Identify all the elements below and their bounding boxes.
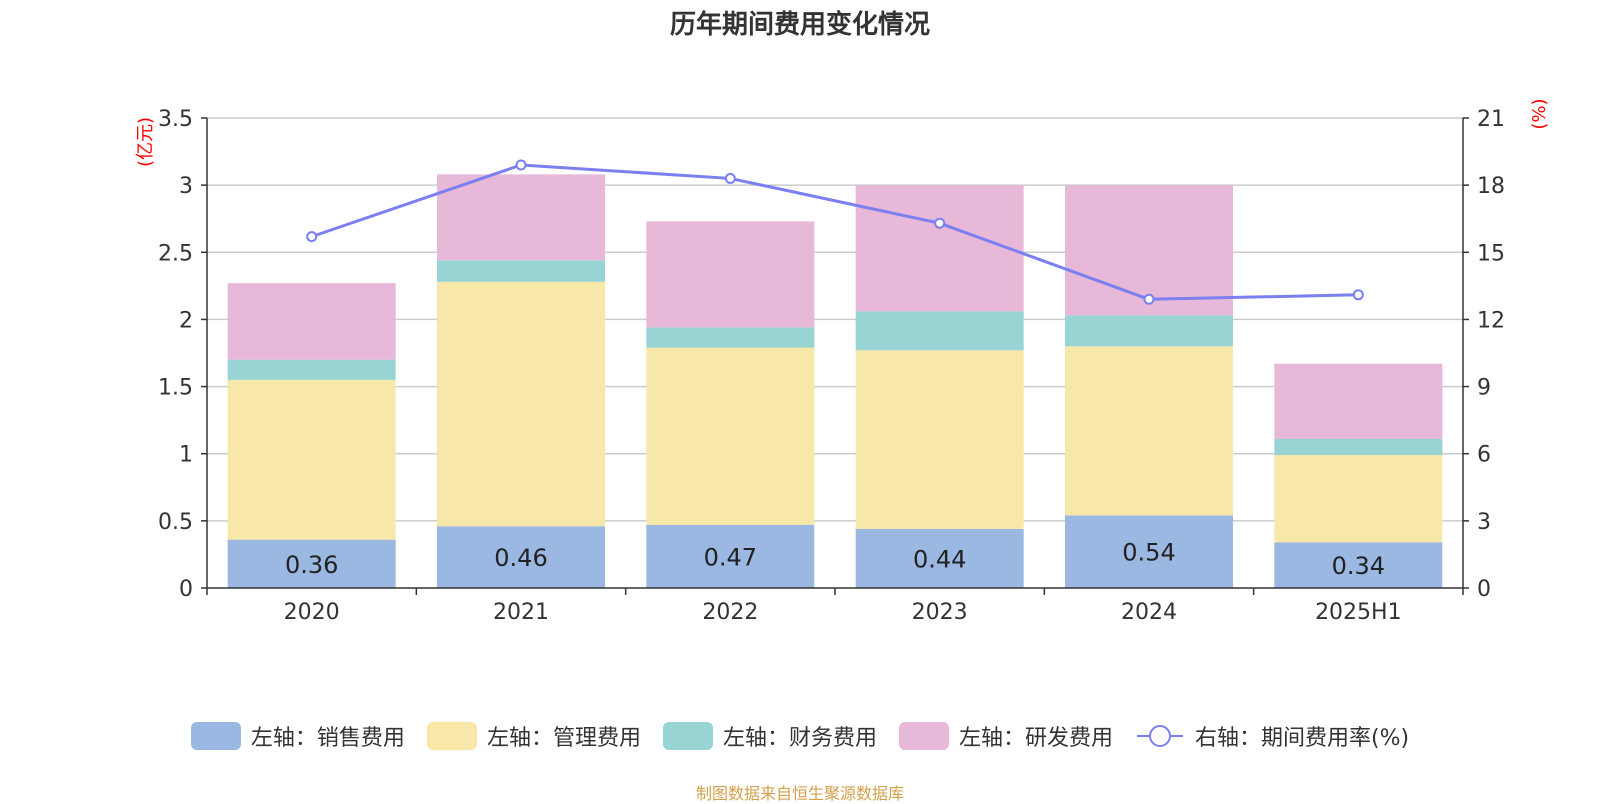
rate-line-path [311,163,1359,301]
bar-segment [227,539,396,588]
right-axis-unit-label: (%) [1529,98,1550,129]
legend-item[interactable]: 左轴：财务费用 [662,720,877,752]
bar-segment [437,526,605,588]
right-tick-label: 18 [1477,174,1505,199]
bar-segment [1065,315,1233,347]
bar-segment [1065,346,1233,516]
bar-segment [646,327,815,348]
rate-point [1352,289,1364,301]
legend-label: 右轴：期间费用率(%) [1194,726,1410,751]
bar-segment [437,174,605,261]
chart-title: 历年期间费用变化情况 [669,10,930,40]
legend-label: 左轴：管理费用 [486,726,641,751]
bar-data-label: 0.44 [913,545,966,573]
bar-segment [855,311,1024,351]
bar-segment [646,347,815,525]
right-tick-label: 21 [1477,107,1505,132]
legend-swatch-icon [190,722,241,750]
rate-line [306,159,1364,305]
left-tick-label: 3.5 [158,107,193,132]
legend-swatch-icon [898,722,949,750]
axes: 0 0.5 1 1.5 2 2.5 3 3.5 0 3 6 9 12 15 18 21 (亿元) (%) 2020 2… [135,98,1550,625]
data-source-note: 制图数据来自恒生聚源数据库 [695,784,904,803]
x-tick-label: 2022 [702,600,758,625]
rate-point [1143,293,1155,305]
left-tick-label: 0 [179,577,193,602]
bar-segment [1274,363,1443,439]
bar-segment [855,528,1024,588]
left-tick-label: 3 [179,174,193,199]
x-tick-label: 2024 [1121,600,1177,625]
bar-data-label: 0.47 [704,543,757,571]
x-tick-label: 2021 [493,600,549,625]
bar-segment [437,260,605,282]
bar-segment [437,281,605,527]
bar-segment [1274,438,1443,456]
bar-segment [227,283,396,360]
rate-point [306,231,318,243]
legend: 左轴：销售费用 左轴：管理费用 左轴：财务费用 左轴：研发费用 右轴：期间费用率(%) [0,720,1600,752]
legend-item[interactable]: 左轴：管理费用 [426,720,641,752]
bar-data-label: 0.36 [285,551,338,579]
bars [227,174,1443,588]
data-labels: 0.36 0.46 0.47 0.44 0.54 0.34 [285,539,1385,580]
right-tick-label: 3 [1477,510,1491,535]
left-axis-unit-label: (亿元) [135,117,156,167]
right-tick-label: 9 [1477,376,1491,401]
bar-segment [1274,455,1443,543]
right-tick-label: 6 [1477,443,1491,468]
right-tick-label: 0 [1477,577,1491,602]
legend-label: 左轴：销售费用 [250,726,405,751]
bar-segment [855,185,1024,312]
grid-lines [207,117,1463,522]
x-tick-label: 2020 [284,600,340,625]
legend-swatch-icon [426,722,477,750]
legend-line-icon [1136,725,1183,747]
legend-label: 左轴：财务费用 [722,726,877,751]
x-tick-label: 2023 [912,600,968,625]
left-tick-label: 0.5 [158,510,193,535]
bar-segment [855,350,1024,529]
bar-segment [1065,185,1233,316]
left-tick-label: 1.5 [158,376,193,401]
bar-segment [1065,515,1233,588]
left-tick-label: 1 [179,443,193,468]
bar-data-label: 0.46 [494,544,547,572]
bar-data-label: 0.54 [1122,539,1175,567]
left-tick-label: 2 [179,308,193,333]
right-tick-label: 15 [1477,241,1505,266]
left-tick-label: 2.5 [158,241,193,266]
legend-label: 左轴：研发费用 [958,726,1113,751]
right-tick-label: 12 [1477,308,1505,333]
legend-item[interactable]: 左轴：销售费用 [190,720,405,752]
bar-segment [227,379,396,540]
legend-swatch-icon [662,722,713,750]
bar-segment [646,524,815,588]
rate-point [515,159,527,171]
legend-item[interactable]: 右轴：期间费用率(%) [1135,720,1409,752]
bar-segment [1274,542,1443,588]
bar-segment [646,221,815,328]
rate-point [724,172,736,184]
rate-point [934,217,946,229]
legend-item[interactable]: 左轴：研发费用 [898,720,1113,752]
x-tick-label: 2025H1 [1315,600,1402,625]
bar-segment [227,359,396,380]
bar-data-label: 0.34 [1332,552,1385,580]
